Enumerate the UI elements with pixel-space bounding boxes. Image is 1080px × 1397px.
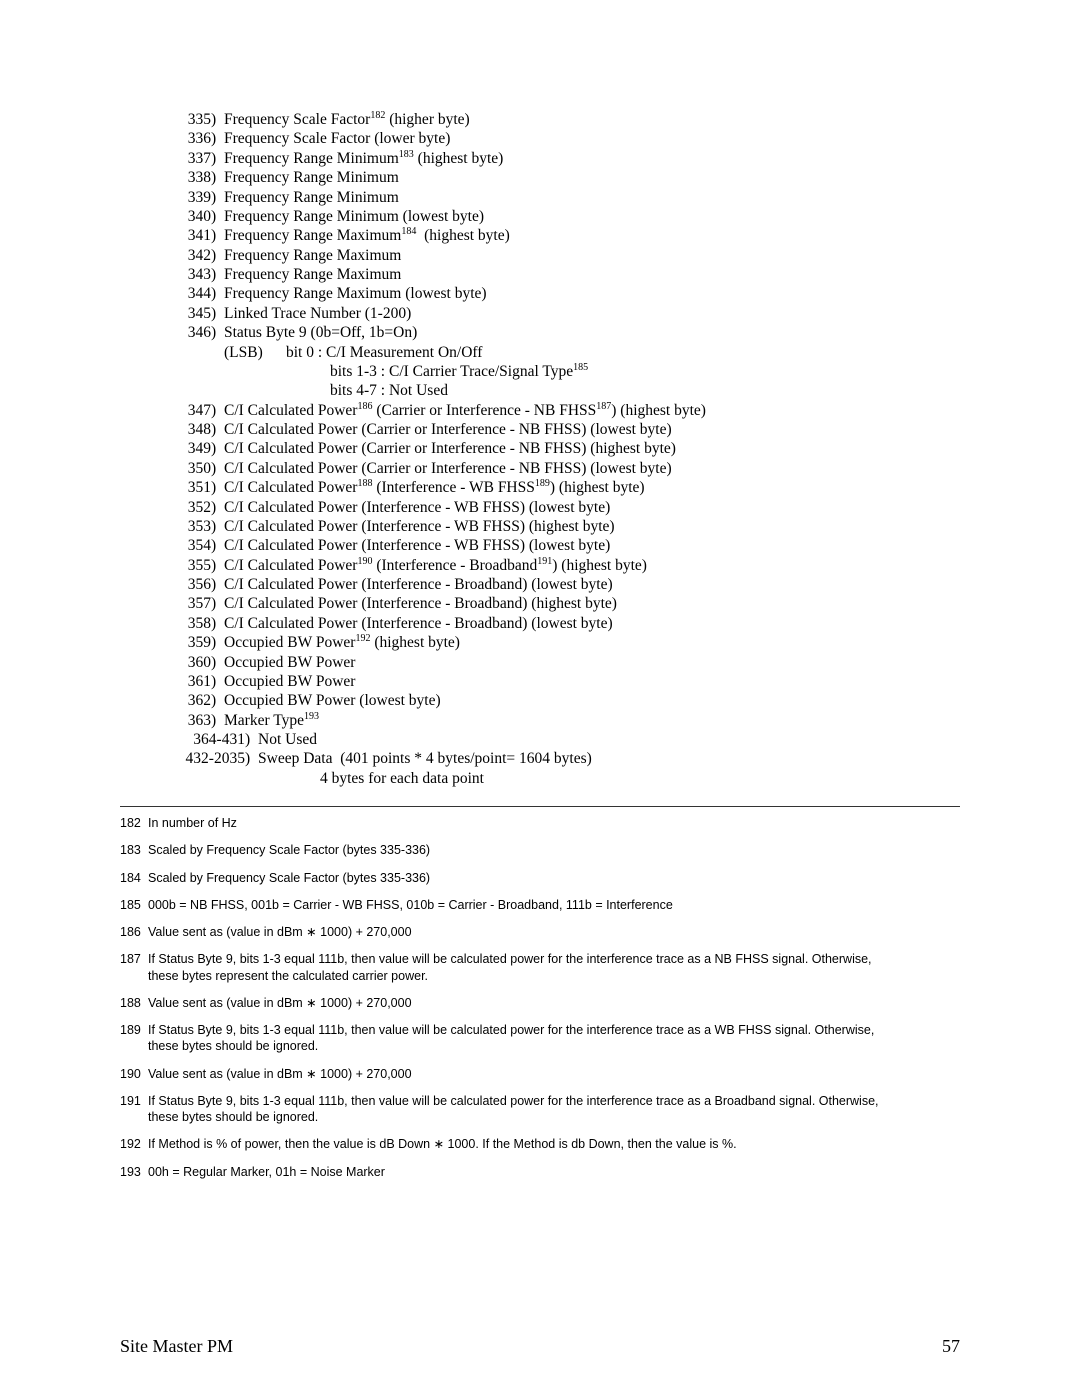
footnote: 188Value sent as (value in dBm ∗ 1000) +…	[120, 995, 960, 1011]
footnote: 187If Status Byte 9, bits 1-3 equal 111b…	[120, 951, 960, 984]
byte-row: 358) C/I Calculated Power (Interference …	[180, 614, 960, 633]
lsb-bits47: bits 4-7 : Not Used	[330, 381, 960, 400]
byte-row: 346) Status Byte 9 (0b=Off, 1b=On)	[180, 323, 960, 342]
byte-row: 354) C/I Calculated Power (Interference …	[180, 536, 960, 555]
byte-row: 348) C/I Calculated Power (Carrier or In…	[180, 420, 960, 439]
footer-title: Site Master PM	[120, 1336, 233, 1357]
footnote: 190Value sent as (value in dBm ∗ 1000) +…	[120, 1066, 960, 1082]
byte-row: 360) Occupied BW Power	[180, 653, 960, 672]
footnote: 186Value sent as (value in dBm ∗ 1000) +…	[120, 924, 960, 940]
byte-row: 347) C/I Calculated Power186 (Carrier or…	[180, 401, 960, 420]
byte-row: 345) Linked Trace Number (1-200)	[180, 304, 960, 323]
lsb-bits13: bits 1-3 : C/I Carrier Trace/Signal Type…	[330, 362, 960, 381]
footnote: 19300h = Regular Marker, 01h = Noise Mar…	[120, 1164, 960, 1180]
byte-row: 350) C/I Calculated Power (Carrier or In…	[180, 459, 960, 478]
lsb-bit0: bit 0 : C/I Measurement On/Off	[286, 343, 960, 362]
footer-page-number: 57	[942, 1336, 960, 1357]
byte-row: 361) Occupied BW Power	[180, 672, 960, 691]
byte-row: 351) C/I Calculated Power188 (Interferen…	[180, 478, 960, 497]
byte-row: 344) Frequency Range Maximum (lowest byt…	[180, 284, 960, 303]
byte-row: 337) Frequency Range Minimum183 (highest…	[180, 149, 960, 168]
byte-row: 355) C/I Calculated Power190 (Interferen…	[180, 556, 960, 575]
byte-row: 335) Frequency Scale Factor182 (higher b…	[180, 110, 960, 129]
byte-row: 362) Occupied BW Power (lowest byte)	[180, 691, 960, 710]
byte-row: 359) Occupied BW Power192 (highest byte)	[180, 633, 960, 652]
byte-row: 343) Frequency Range Maximum	[180, 265, 960, 284]
byte-row: 353) C/I Calculated Power (Interference …	[180, 517, 960, 536]
footnote: 184Scaled by Frequency Scale Factor (byt…	[120, 870, 960, 886]
byte-row: 352) C/I Calculated Power (Interference …	[180, 498, 960, 517]
byte-row: 340) Frequency Range Minimum (lowest byt…	[180, 207, 960, 226]
footnote: 192If Method is % of power, then the val…	[120, 1136, 960, 1152]
byte-row: 363) Marker Type193	[180, 711, 960, 730]
footnotes-list: 182In number of Hz 183Scaled by Frequency…	[120, 815, 960, 1180]
sweep-data-subline: 4 bytes for each data point	[320, 769, 960, 788]
footnote: 189If Status Byte 9, bits 1-3 equal 111b…	[120, 1022, 960, 1055]
byte-definitions-list-1: 335) Frequency Scale Factor182 (higher b…	[180, 110, 960, 343]
byte-row: 338) Frequency Range Minimum	[180, 168, 960, 187]
footnote: 183Scaled by Frequency Scale Factor (byt…	[120, 842, 960, 858]
byte-row: 432-2035) Sweep Data (401 points * 4 byt…	[180, 749, 960, 768]
byte-row: 339) Frequency Range Minimum	[180, 188, 960, 207]
footnote: 191If Status Byte 9, bits 1-3 equal 111b…	[120, 1093, 960, 1126]
byte-row: 341) Frequency Range Maximum184 (highest…	[180, 226, 960, 245]
byte-row: 357) C/I Calculated Power (Interference …	[180, 594, 960, 613]
byte-row: 349) C/I Calculated Power (Carrier or In…	[180, 439, 960, 458]
lsb-block: (LSB) bit 0 : C/I Measurement On/Off bit…	[180, 343, 960, 401]
footnote: 182In number of Hz	[120, 815, 960, 831]
byte-row: 336) Frequency Scale Factor (lower byte)	[180, 129, 960, 148]
byte-definitions-list-2: 347) C/I Calculated Power186 (Carrier or…	[180, 401, 960, 730]
footnote: 185000b = NB FHSS, 001b = Carrier - WB F…	[120, 897, 960, 913]
lsb-label: (LSB)	[224, 343, 286, 362]
footnote-divider	[120, 806, 960, 807]
byte-row: 356) C/I Calculated Power (Interference …	[180, 575, 960, 594]
byte-range-rows: 364-431) Not Used432-2035) Sweep Data (4…	[180, 730, 960, 769]
page-footer: Site Master PM 57	[120, 1336, 960, 1357]
byte-row: 342) Frequency Range Maximum	[180, 246, 960, 265]
byte-row: 364-431) Not Used	[180, 730, 960, 749]
